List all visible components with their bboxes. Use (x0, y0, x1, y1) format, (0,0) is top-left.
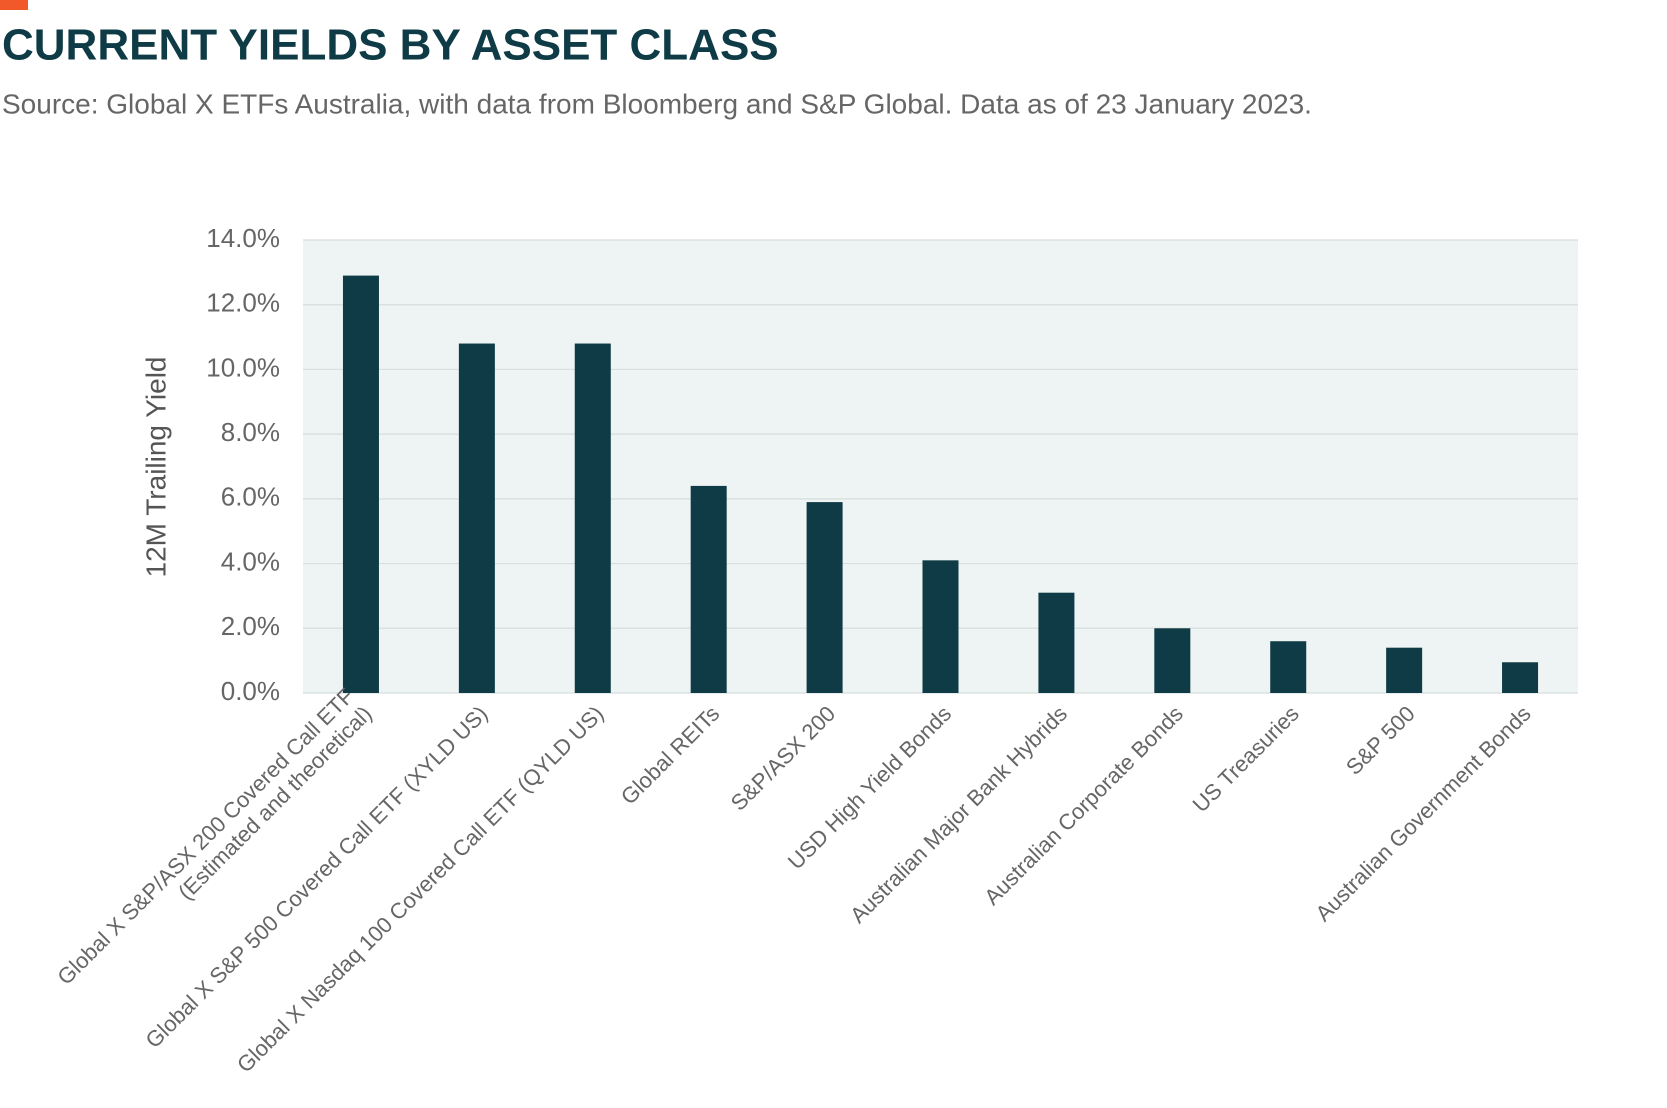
y-tick-label: 10.0% (206, 352, 280, 382)
x-tick-label: Australian Major Bank Hybrids (845, 701, 1072, 928)
bar (690, 485, 727, 693)
x-tick-label: S&P 500 (1341, 701, 1420, 780)
bar (1502, 662, 1539, 693)
x-tick-label: Australian Government Bonds (1310, 701, 1535, 926)
bar (458, 343, 495, 693)
chart-subtitle: Source: Global X ETFs Australia, with da… (2, 88, 1312, 119)
y-tick-label: 0.0% (221, 676, 280, 706)
bar (342, 275, 379, 693)
bar (806, 502, 843, 693)
bar (922, 560, 959, 693)
bar (1154, 628, 1191, 693)
chart-title: CURRENT YIELDS BY ASSET CLASS (2, 21, 779, 70)
bar (574, 343, 611, 693)
x-tick-label: Australian Corporate Bonds (979, 701, 1188, 910)
x-tick-label: Global X S&P/ASX 200 Covered Call ETF(Es… (52, 683, 376, 1007)
x-tick-label: Global REITs (616, 701, 724, 809)
y-tick-label: 6.0% (221, 482, 280, 512)
y-tick-label: 4.0% (221, 546, 280, 576)
y-tick-label: 12.0% (206, 288, 280, 318)
y-tick-label: 2.0% (221, 611, 280, 641)
y-axis-label: 12M Trailing Yield (140, 356, 171, 577)
y-tick-label: 8.0% (221, 417, 280, 447)
bar (1270, 641, 1307, 693)
bar (1038, 592, 1075, 693)
x-tick-label: US Treasuries (1188, 701, 1304, 817)
brand-mark (0, 0, 28, 10)
bar (1386, 647, 1423, 693)
y-tick-label: 14.0% (206, 223, 280, 253)
x-tick-label: S&P/ASX 200 (726, 701, 841, 816)
